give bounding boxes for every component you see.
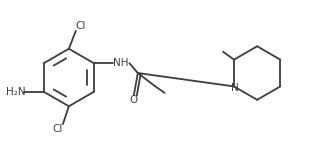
- Text: Cl: Cl: [76, 21, 86, 31]
- Text: H₂N: H₂N: [6, 87, 25, 97]
- Text: O: O: [130, 95, 138, 105]
- Text: N: N: [231, 83, 239, 93]
- Text: NH: NH: [113, 58, 129, 68]
- Text: Cl: Cl: [53, 124, 63, 134]
